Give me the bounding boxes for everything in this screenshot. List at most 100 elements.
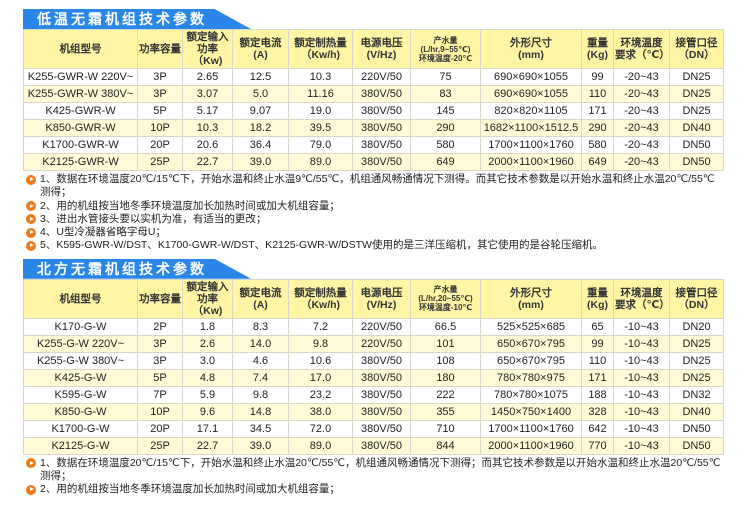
note-text: 4、U型冷凝器省略字母U；: [40, 226, 167, 239]
table-cell: 110: [581, 351, 614, 370]
column-header: 功率容量: [137, 278, 183, 319]
note-item: 5、K595-GWR-W/DST、K1700-GWR-W/DST、K2125-G…: [26, 239, 723, 252]
bullet-arrow-icon: [26, 240, 36, 251]
table-cell: K255-GWR-W 380V~: [23, 85, 138, 103]
table-cell: 380V/50: [352, 351, 411, 370]
table-cell: K425-G-W: [23, 368, 138, 387]
table-cell: DN25: [669, 102, 724, 120]
table-cell: 89.0: [288, 436, 353, 455]
column-header: 电源电压 (V/Hz): [352, 29, 411, 69]
note-text: 2、用的机组按当地冬季环境温度加长加热时间或加大机组容量；: [40, 199, 340, 212]
table-cell: 220V/50: [352, 334, 411, 353]
column-header: 电源电压 (V/Hz): [352, 278, 411, 319]
table-cell: 380V/50: [352, 136, 411, 154]
note-text: 3、进出水管接头要以实机为准，有适当的更改；: [40, 212, 267, 225]
note-item: 3、进出水管接头要以实机为准，有适当的更改；: [26, 213, 723, 226]
table-cell: 12.5: [232, 68, 289, 86]
column-header: 机组型号: [23, 278, 138, 319]
table-cell: 5.0: [232, 85, 289, 103]
table-cell: 108: [410, 351, 481, 370]
table-cell: 355: [410, 402, 481, 421]
column-header: 产水量 (L/hr,20~55℃) 环境温度-10℃: [410, 278, 481, 319]
table-cell: 99: [581, 334, 614, 353]
table-row: K2125-G-W 25P 22.7 39.0 89.0 380V/50 844 2000×1…: [23, 436, 724, 455]
table-row: K595-G-W 7P 5.9 9.8 23.2 380V/50 222 780×780×10…: [23, 385, 724, 404]
table-row: K850-G-W 10P 9.6 14.8 38.0 380V/50 355 1450×750…: [23, 402, 724, 421]
table-cell: 380V/50: [352, 153, 411, 171]
table-cell: 180: [410, 368, 481, 387]
table-cell: -10~43: [613, 385, 670, 404]
table-cell: 3P: [137, 85, 183, 103]
note-text: 5、K595-GWR-W/DST、K1700-GWR-W/DST、K2125-G…: [40, 239, 603, 252]
table-cell: 3P: [137, 351, 183, 370]
table-cell: 8.3: [232, 317, 289, 336]
table-cell: 10.3: [182, 119, 233, 137]
table-cell: 220V/50: [352, 68, 411, 86]
table-cell: -10~43: [613, 402, 670, 421]
note-item: 2、用的机组按当地冬季环境温度加长加热时间或加大机组容量；: [26, 483, 723, 496]
table-cell: K1700-G-W: [23, 419, 138, 438]
column-header: 重量 (Kg): [581, 29, 614, 69]
table-cell: 39.0: [232, 153, 289, 171]
section-title: 北方无霜机组技术参数: [23, 258, 251, 279]
column-header: 外形尺寸 (mm): [480, 29, 582, 69]
table-row: K1700-GWR-W 20P 20.6 36.4 79.0 380V/50 580 1700…: [23, 136, 724, 154]
table-cell: -20~43: [613, 102, 670, 120]
table-cell: 7.4: [232, 368, 289, 387]
table-cell: 580: [410, 136, 481, 154]
table-cell: -10~43: [613, 317, 670, 336]
table-cell: 380V/50: [352, 419, 411, 438]
table-cell: 580: [581, 136, 614, 154]
table-cell: 3.0: [182, 351, 233, 370]
column-header: 重量 (Kg): [581, 278, 614, 319]
column-header: 接管口径 （DN）: [669, 278, 724, 319]
table-cell: 2.65: [182, 68, 233, 86]
table-row: K1700-G-W 20P 17.1 34.5 72.0 380V/50 710 1700×1…: [23, 419, 724, 438]
table-cell: 1700×1100×1760: [480, 136, 582, 154]
column-header: 外形尺寸 (mm): [480, 278, 582, 319]
table-cell: -20~43: [613, 68, 670, 86]
table-cell: 650×670×795: [480, 334, 582, 353]
table-cell: 20P: [137, 136, 183, 154]
table-cell: 642: [581, 419, 614, 438]
table-cell: K850-GWR-W: [23, 119, 138, 137]
table-cell: 380V/50: [352, 385, 411, 404]
note-item: 1、数据在环境温度20℃/15℃下，开始水温和终止水温20℃/55℃，机组通风畅…: [26, 457, 723, 484]
table-cell: 7.2: [288, 317, 353, 336]
table-row: K850-GWR-W 10P 10.3 18.2 39.5 380V/50 290 1682×…: [23, 119, 724, 137]
table-cell: 145: [410, 102, 481, 120]
table-cell: 820×820×1105: [480, 102, 582, 120]
column-header: 额定输入 功率（Kw): [182, 29, 233, 69]
table-cell: 10.3: [288, 68, 353, 86]
column-header: 产水量 (L/hr,9~55℃) 环境温度-20℃: [410, 29, 481, 69]
table-cell: 34.5: [232, 419, 289, 438]
table-cell: K255-G-W 220V~: [23, 334, 138, 353]
table-cell: 19.0: [288, 102, 353, 120]
table-cell: 171: [581, 368, 614, 387]
table-cell: 5P: [137, 102, 183, 120]
column-header: 环境温度 要求（℃）: [613, 29, 670, 69]
column-header: 接管口径 （DN）: [669, 29, 724, 69]
table-cell: 1450×750×1400: [480, 402, 582, 421]
bullet-arrow-icon: [26, 201, 36, 212]
table-cell: 380V/50: [352, 368, 411, 387]
table-cell: K2125-G-W: [23, 436, 138, 455]
table-cell: 3.07: [182, 85, 233, 103]
table-cell: 690×690×1055: [480, 68, 582, 86]
section-title-bar: 低温无霜机组技术参数: [23, 9, 723, 29]
table-cell: 649: [581, 153, 614, 171]
table-cell: 9.8: [232, 385, 289, 404]
bullet-arrow-icon: [26, 227, 36, 238]
table-cell: 2.6: [182, 334, 233, 353]
table-cell: 710: [410, 419, 481, 438]
table-cell: DN25: [669, 334, 724, 353]
table-cell: 188: [581, 385, 614, 404]
note-text: 2、用的机组按当地冬季环境温度加长加热时间或加大机组容量；: [40, 483, 340, 496]
table-cell: 9.07: [232, 102, 289, 120]
table-cell: 222: [410, 385, 481, 404]
table-cell: 10.6: [288, 351, 353, 370]
table-cell: 380V/50: [352, 436, 411, 455]
table-cell: 25P: [137, 153, 183, 171]
table-cell: 20P: [137, 419, 183, 438]
table-cell: 5.9: [182, 385, 233, 404]
